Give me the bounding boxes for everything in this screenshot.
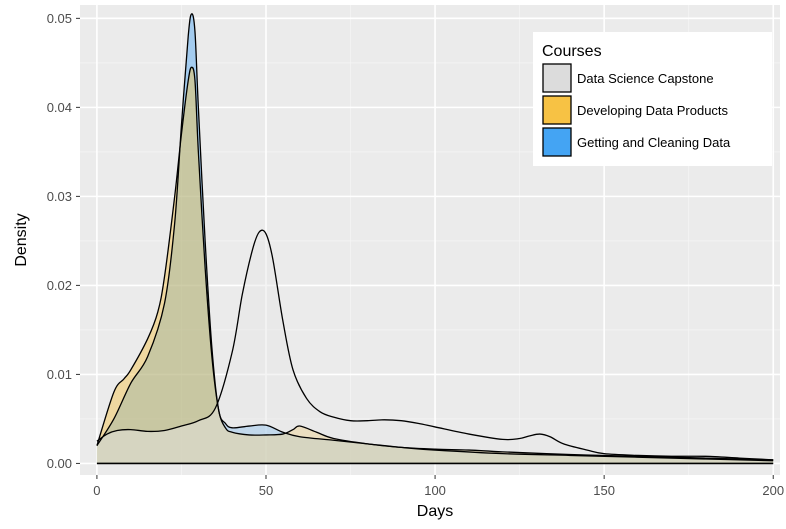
legend-label-developing-data-products: Developing Data Products <box>577 103 729 118</box>
y-tick-label: 0.01 <box>47 367 72 382</box>
y-tick-label: 0.03 <box>47 189 72 204</box>
density-line-developing-data-products <box>96 66 774 461</box>
x-tick-label: 0 <box>93 483 100 498</box>
legend-key-developing-data-products <box>542 95 572 125</box>
legend-background <box>533 32 772 166</box>
y-axis-title: Density <box>13 213 30 266</box>
x-tick-label: 150 <box>593 483 615 498</box>
y-tick-label: 0.00 <box>47 456 72 471</box>
tick-layer: 0 50 100 150 200 0.00 0.01 0.02 0.03 0.04 0.05 <box>47 11 784 498</box>
area-layer <box>96 13 774 464</box>
x-tick-label: 200 <box>762 483 784 498</box>
x-tick-label: 50 <box>259 483 273 498</box>
legend-label-getting-and-cleaning-data: Getting and Cleaning Data <box>577 135 731 150</box>
legend-title: Courses <box>542 43 602 60</box>
legend-items: Data Science Capstone Developing Data Pro… <box>542 63 731 157</box>
x-axis-title: Days <box>417 503 453 520</box>
legend-key-getting-and-cleaning-data <box>542 127 572 157</box>
density-line-data-science-capstone <box>96 229 774 461</box>
density-line-getting-and-cleaning-data <box>96 13 774 462</box>
line-layer <box>96 13 774 465</box>
density-area-getting-and-cleaning-data <box>96 13 774 464</box>
legend-label-data-science-capstone: Data Science Capstone <box>577 71 714 86</box>
x-tick-label: 100 <box>424 483 446 498</box>
density-area-developing-data-products <box>96 67 774 464</box>
density-area-data-science-capstone <box>96 230 774 464</box>
y-tick-label: 0.04 <box>47 100 72 115</box>
legend: Courses Data Science Capstone Developing … <box>533 32 772 166</box>
y-tick-label: 0.02 <box>47 278 72 293</box>
y-tick-label: 0.05 <box>47 11 72 26</box>
legend-key-data-science-capstone <box>542 63 572 93</box>
